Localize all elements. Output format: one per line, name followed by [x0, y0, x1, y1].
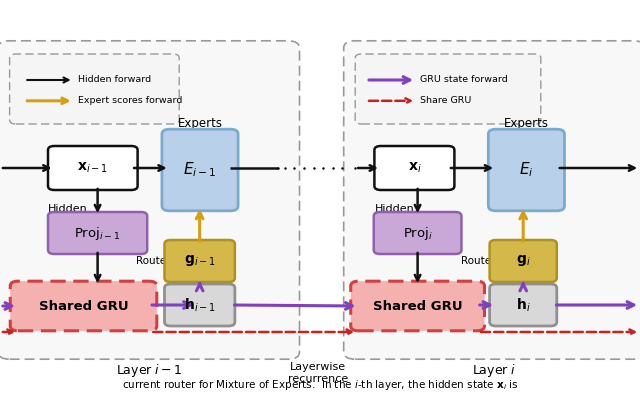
FancyBboxPatch shape — [164, 284, 235, 326]
Text: Expert scores forward: Expert scores forward — [78, 96, 182, 105]
Text: $\mathrm{Proj}_{i}$: $\mathrm{Proj}_{i}$ — [403, 224, 433, 242]
Text: Shared GRU: Shared GRU — [38, 300, 129, 312]
FancyBboxPatch shape — [490, 240, 557, 282]
Text: GRU state forward: GRU state forward — [420, 76, 508, 84]
Text: Hidden forward: Hidden forward — [78, 76, 151, 84]
Text: $\mathbf{h}_{i}$: $\mathbf{h}_{i}$ — [516, 296, 531, 314]
FancyBboxPatch shape — [10, 281, 157, 331]
FancyBboxPatch shape — [48, 212, 147, 254]
FancyBboxPatch shape — [351, 281, 484, 331]
Text: $\mathbf{x}_{i-1}$: $\mathbf{x}_{i-1}$ — [77, 161, 108, 175]
Text: Router: Router — [461, 256, 495, 266]
Text: Shared GRU: Shared GRU — [372, 300, 463, 312]
Text: $\mathbf{h}_{i-1}$: $\mathbf{h}_{i-1}$ — [184, 296, 216, 314]
FancyBboxPatch shape — [162, 129, 238, 211]
FancyBboxPatch shape — [344, 41, 640, 359]
Text: $\mathbf{g}_{i}$: $\mathbf{g}_{i}$ — [516, 254, 531, 268]
Text: $\mathbf{g}_{i-1}$: $\mathbf{g}_{i-1}$ — [184, 254, 216, 268]
FancyBboxPatch shape — [374, 146, 454, 190]
Text: Layer $i-1$: Layer $i-1$ — [116, 362, 182, 379]
FancyBboxPatch shape — [164, 240, 235, 282]
Text: Hidden: Hidden — [48, 204, 88, 214]
Text: $E_{i}$: $E_{i}$ — [519, 161, 534, 179]
FancyBboxPatch shape — [488, 129, 564, 211]
Text: $\mathrm{Proj}_{i-1}$: $\mathrm{Proj}_{i-1}$ — [74, 224, 121, 242]
Text: Router: Router — [136, 256, 170, 266]
Text: Layerwise
recurrence: Layerwise recurrence — [288, 362, 348, 384]
FancyBboxPatch shape — [490, 284, 557, 326]
Text: $\mathbf{x}_{i}$: $\mathbf{x}_{i}$ — [408, 161, 421, 175]
Text: Experts: Experts — [504, 117, 548, 130]
FancyBboxPatch shape — [10, 54, 179, 124]
Text: Share GRU: Share GRU — [420, 96, 472, 105]
Text: current router for Mixture of Experts.  In the $i$-th layer, the hidden state $\: current router for Mixture of Experts. I… — [122, 378, 518, 392]
Text: Hidden: Hidden — [374, 204, 414, 214]
FancyBboxPatch shape — [0, 41, 300, 359]
FancyBboxPatch shape — [374, 212, 461, 254]
Text: Experts: Experts — [177, 117, 223, 130]
Text: Layer $i$: Layer $i$ — [472, 362, 516, 379]
Text: $E_{i-1}$: $E_{i-1}$ — [183, 161, 217, 179]
FancyBboxPatch shape — [355, 54, 541, 124]
FancyBboxPatch shape — [48, 146, 138, 190]
